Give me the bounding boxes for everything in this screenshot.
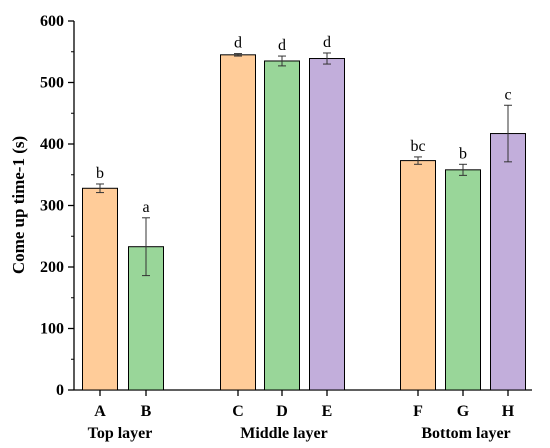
significance-label-G: b bbox=[459, 145, 467, 162]
bar-G bbox=[445, 169, 481, 391]
x-tick-label-A: A bbox=[94, 403, 106, 420]
y-tick-label: 600 bbox=[40, 13, 64, 30]
y-tick-label: 400 bbox=[40, 136, 64, 153]
y-tick-label: 0 bbox=[56, 382, 64, 399]
bar-series: bad d dbc bc bbox=[82, 34, 526, 391]
bar-C bbox=[220, 54, 256, 391]
x-tick-label-B: B bbox=[141, 403, 152, 420]
x-tick-label-D: D bbox=[276, 403, 288, 420]
y-tick-label: 300 bbox=[40, 198, 64, 215]
x-tick-label-F: F bbox=[413, 403, 423, 420]
group-label: Bottom layer bbox=[421, 425, 510, 442]
x-tick-label-C: C bbox=[232, 403, 244, 420]
bar-E bbox=[309, 58, 345, 391]
y-tick-label: 200 bbox=[40, 259, 64, 276]
bar-H bbox=[490, 133, 526, 391]
bar-D bbox=[264, 60, 300, 391]
significance-label-D: d bbox=[278, 37, 286, 54]
group-label: Middle layer bbox=[240, 425, 328, 442]
significance-label-F: bc bbox=[410, 138, 425, 155]
x-tick-label-E: E bbox=[322, 403, 333, 420]
x-tick-label-G: G bbox=[457, 403, 470, 420]
y-tick-label: 500 bbox=[40, 75, 64, 92]
bar-F bbox=[400, 160, 436, 391]
y-axis-ticks: 0 100 200 300 400 500 600 bbox=[40, 13, 74, 399]
significance-label-H: c bbox=[504, 86, 511, 103]
significance-label-C: d bbox=[234, 35, 242, 52]
significance-label-B: a bbox=[142, 199, 149, 216]
y-tick-label: 100 bbox=[40, 321, 64, 338]
group-labels: Top layer Middle layer Bottom layer bbox=[88, 425, 511, 442]
significance-label-E: d bbox=[323, 34, 331, 51]
significance-label-A: b bbox=[96, 165, 104, 182]
x-axis-tick-labels: A B C D E F G H bbox=[94, 390, 515, 420]
bar-A bbox=[82, 187, 118, 391]
group-label: Top layer bbox=[88, 425, 153, 442]
y-axis-title: Come up time-1 (s) bbox=[9, 136, 28, 274]
x-tick-label-H: H bbox=[502, 403, 515, 420]
